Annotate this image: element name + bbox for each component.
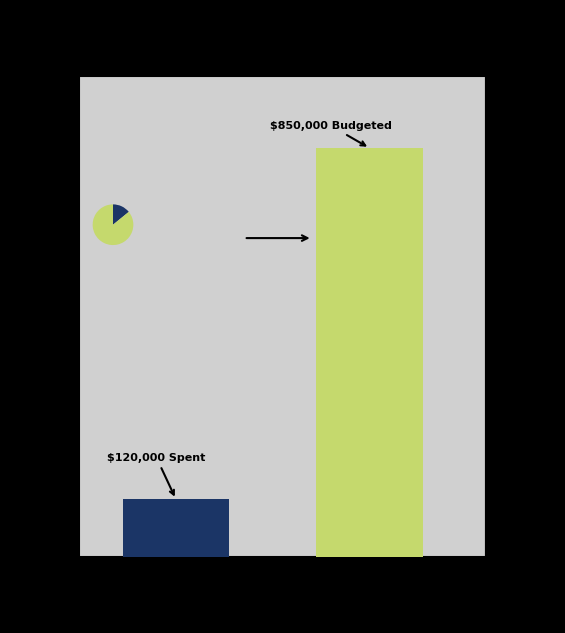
Text: Dollars Spent vs.
Dollars Budgeted: Dollars Spent vs. Dollars Budgeted [79,37,215,68]
Bar [316,148,423,557]
Bar [123,499,229,557]
Text: $850,000 Budgeted: $850,000 Budgeted [270,121,392,146]
Wedge shape [113,204,129,225]
Text: $120,000 Spent: $120,000 Spent [107,453,206,494]
Wedge shape [93,204,133,245]
